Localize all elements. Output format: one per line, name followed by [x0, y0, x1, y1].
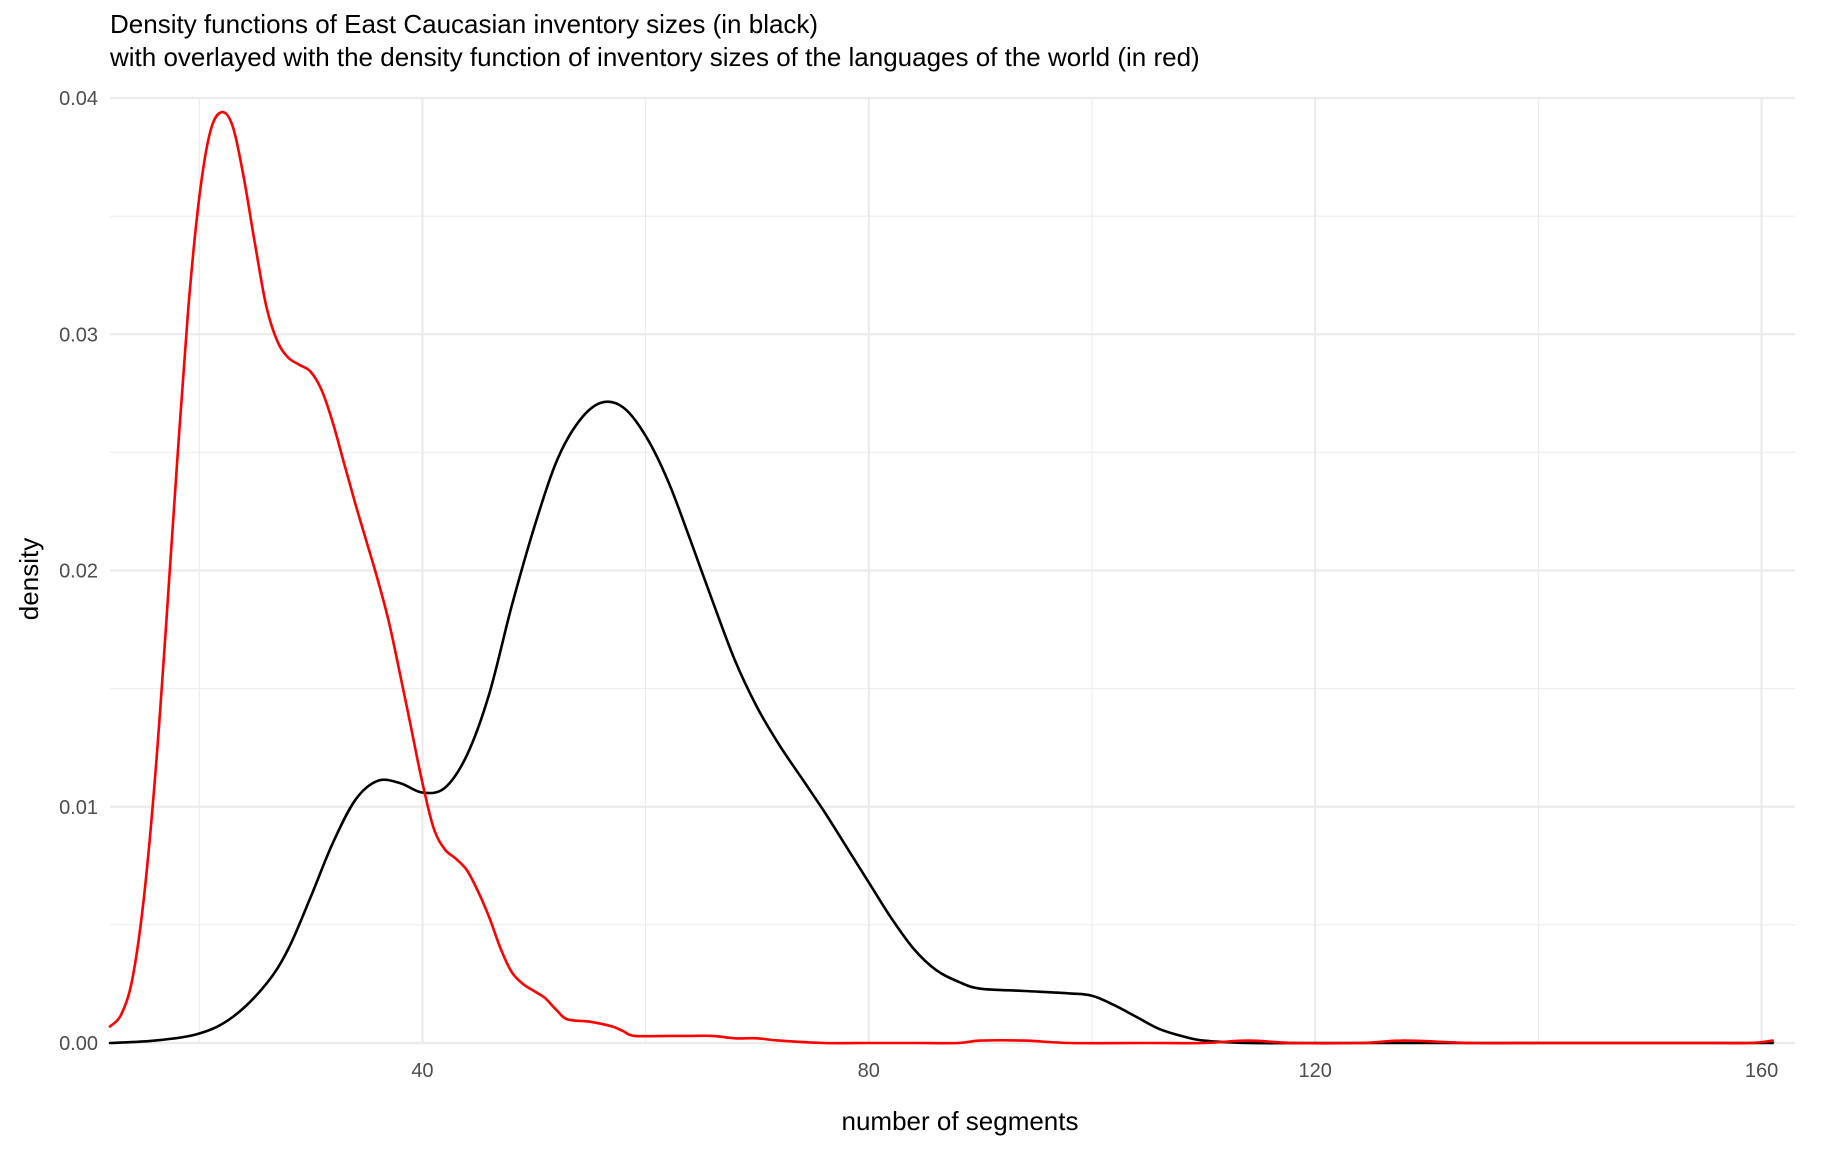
grid-lines [110, 96, 1795, 1045]
x-tick-label: 40 [411, 1060, 433, 1082]
y-tick-label: 0.02 [59, 561, 98, 583]
x-axis-title: number of segments [841, 1106, 1078, 1136]
x-tick-label: 160 [1745, 1060, 1778, 1082]
x-tick-label: 80 [858, 1060, 880, 1082]
y-tick-label: 0.00 [59, 1033, 98, 1055]
east-caucasian-density-line [108, 400, 1774, 1045]
y-tick-label: 0.01 [59, 797, 98, 819]
y-axis-title: density [14, 538, 44, 620]
chart-subtitle: with overlayed with the density function… [109, 42, 1200, 72]
x-tick-label: 120 [1298, 1060, 1331, 1082]
y-axis-ticks: 0.00 0.01 0.02 0.03 0.04 [59, 88, 98, 1055]
chart-title: Density functions of East Caucasian inve… [110, 9, 818, 39]
x-axis-ticks: 40 80 120 160 [411, 1060, 1778, 1082]
world-languages-density-line [108, 110, 1774, 1045]
y-tick-label: 0.04 [59, 88, 98, 110]
series-layer [108, 110, 1774, 1045]
y-tick-label: 0.03 [59, 324, 98, 346]
